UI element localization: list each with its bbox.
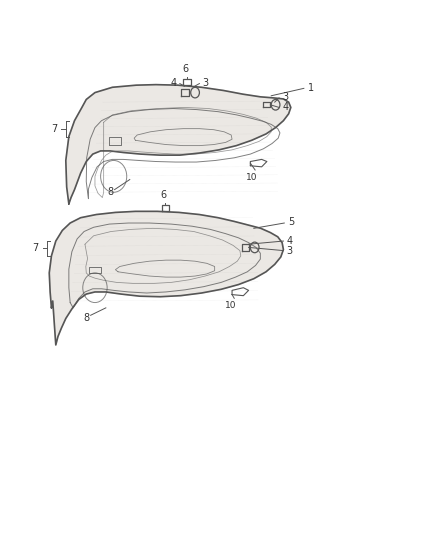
Text: 7: 7: [32, 244, 39, 254]
Polygon shape: [49, 212, 283, 345]
Text: 3: 3: [286, 246, 293, 256]
Text: 1: 1: [308, 83, 314, 93]
Text: 10: 10: [246, 173, 258, 182]
Text: 5: 5: [288, 217, 294, 227]
Text: 7: 7: [51, 124, 57, 134]
Text: 6: 6: [182, 64, 188, 74]
Polygon shape: [66, 85, 291, 204]
Text: 6: 6: [160, 190, 166, 200]
Text: 4: 4: [171, 77, 177, 87]
Text: 8: 8: [107, 187, 113, 197]
Text: 4: 4: [282, 102, 288, 112]
Text: 3: 3: [282, 92, 288, 102]
Text: 3: 3: [202, 77, 208, 87]
Text: 8: 8: [84, 313, 90, 323]
Text: 10: 10: [226, 302, 237, 311]
Text: 4: 4: [286, 236, 293, 246]
